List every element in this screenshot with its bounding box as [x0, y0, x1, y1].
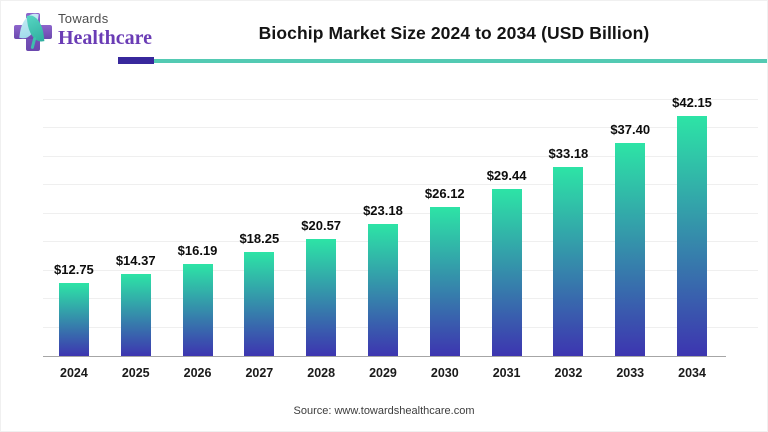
gridline — [43, 212, 758, 214]
bar — [553, 167, 584, 356]
source-text: Source: www.towardshealthcare.com — [293, 405, 475, 417]
x-axis-label: 2027 — [245, 366, 274, 380]
bar-column: $26.12 — [414, 186, 476, 356]
bar-column: $33.18 — [538, 146, 600, 356]
bar — [677, 116, 708, 356]
bar-value-label: $16.19 — [177, 242, 218, 258]
header-rule-purple — [118, 57, 154, 64]
bar-value-label: $20.57 — [301, 217, 342, 233]
header-rule-teal — [154, 58, 767, 63]
x-axis-label: 2025 — [121, 366, 150, 380]
x-axis-line — [43, 356, 726, 357]
gridline — [43, 269, 758, 271]
gridline — [43, 241, 758, 243]
x-axis-labels: 2024 2025 2026 2027 2028 2029 2030 2031 2032 2033… — [43, 366, 723, 380]
x-axis-label: 2029 — [369, 366, 397, 380]
x-axis-label: 2032 — [554, 366, 583, 380]
bar-value-label: $18.25 — [239, 231, 280, 247]
gridline — [43, 99, 758, 100]
bar — [306, 238, 337, 356]
bar — [429, 207, 460, 356]
bar — [491, 188, 522, 356]
brand-name-bottom: Healthcare — [58, 27, 153, 49]
bar-column: $14.37 — [105, 253, 167, 356]
bar-column: $20.57 — [290, 218, 352, 356]
bar — [182, 263, 213, 356]
x-axis-label: 2030 — [430, 366, 459, 380]
bar-column: $18.25 — [228, 231, 290, 356]
bar — [244, 252, 275, 356]
bar-column: $29.44 — [476, 168, 538, 356]
bar-column: $42.15 — [661, 95, 723, 356]
bar-value-label: $23.18 — [363, 203, 403, 219]
bar-column: $37.40 — [599, 122, 661, 356]
x-axis-label: 2031 — [492, 366, 521, 380]
brand-name-top: Towards — [58, 11, 109, 26]
x-axis-label: 2026 — [183, 366, 212, 380]
bar-value-label: $37.40 — [610, 122, 651, 138]
bar-value-label: $33.18 — [548, 146, 589, 162]
x-axis-label: 2028 — [307, 366, 336, 380]
bar-value-label: $29.44 — [486, 167, 527, 183]
gridline — [43, 127, 758, 129]
medical-cross-icon — [14, 12, 52, 51]
brand-logo: Towards Healthcare — [14, 11, 164, 57]
bar-value-label: $26.12 — [424, 186, 465, 202]
page-title: Biochip Market Size 2024 to 2034 (USD Bi… — [258, 23, 650, 43]
gridline — [43, 184, 758, 186]
chart-plot-area: $12.75 $14.37 $16.19 $18.25 $20.57 $23.18 $26.… — [43, 95, 758, 356]
bar — [615, 143, 646, 356]
bar-column: $16.19 — [167, 243, 229, 356]
x-axis-label: 2033 — [616, 366, 645, 380]
bar — [58, 283, 89, 356]
x-axis-label: 2034 — [678, 366, 706, 380]
bar-value-label: $12.75 — [54, 262, 94, 278]
bar — [120, 274, 151, 356]
bar-column: $23.18 — [352, 203, 414, 356]
bars: $12.75 $14.37 $16.19 $18.25 $20.57 $23.18 $26.… — [43, 95, 723, 356]
bar — [367, 224, 398, 356]
brand-text: Towards Healthcare — [58, 11, 152, 50]
gridline — [43, 298, 758, 300]
gridline — [43, 326, 758, 328]
x-axis-label: 2024 — [60, 366, 88, 380]
gridline — [43, 155, 758, 157]
bar-value-label: $14.37 — [115, 253, 156, 269]
bar-value-label: $42.15 — [672, 95, 712, 111]
bar-column: $12.75 — [43, 262, 105, 356]
